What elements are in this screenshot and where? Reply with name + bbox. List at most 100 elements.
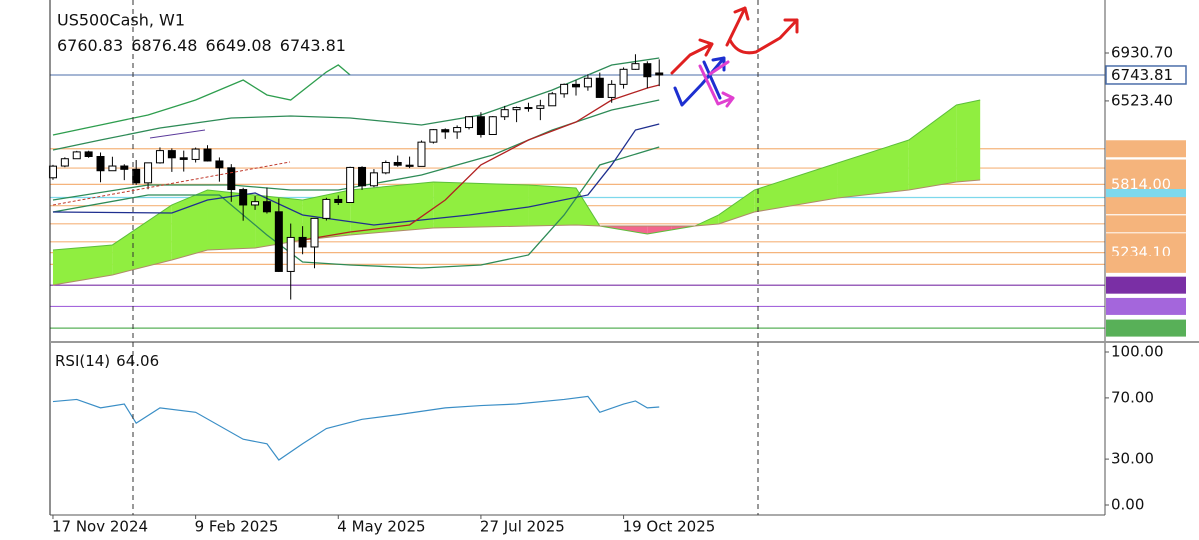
indicator-line bbox=[302, 84, 660, 241]
y-tick-label: 0.00 bbox=[1111, 496, 1144, 514]
candle-body bbox=[655, 72, 664, 76]
candle-body bbox=[322, 198, 331, 219]
cloud-fill bbox=[837, 140, 909, 199]
candle-body bbox=[132, 168, 141, 184]
candle-body bbox=[524, 107, 533, 110]
candle-body bbox=[607, 83, 616, 98]
x-tick-label: 19 Oct 2025 bbox=[623, 518, 716, 536]
cloud-edge bbox=[52, 99, 981, 251]
candle-body bbox=[512, 107, 521, 111]
candle-body bbox=[215, 160, 224, 169]
level-label-box bbox=[1106, 297, 1186, 315]
cloud-edge bbox=[52, 179, 981, 286]
candle-body bbox=[239, 189, 248, 206]
candle-body bbox=[167, 150, 176, 159]
level-label: 5814.00 bbox=[1111, 177, 1171, 193]
candle-body bbox=[179, 157, 188, 160]
x-tick-label: 9 Feb 2025 bbox=[195, 518, 279, 536]
rsi-name: RSI(14) bbox=[55, 352, 110, 370]
candle-body bbox=[72, 151, 81, 160]
candle-body bbox=[500, 109, 509, 118]
level-label-box bbox=[1106, 140, 1186, 158]
annotation-arrow bbox=[698, 60, 735, 108]
open-value: 6760.83 bbox=[57, 36, 123, 55]
candle-body bbox=[548, 93, 557, 107]
candle-body bbox=[465, 116, 474, 129]
candle-body bbox=[203, 148, 212, 162]
plot bbox=[48, 54, 1105, 461]
candle-body bbox=[358, 166, 367, 187]
candle-body bbox=[476, 116, 485, 135]
trend-line bbox=[149, 129, 206, 139]
candle-body bbox=[381, 161, 390, 174]
y-tick-label: 100.00 bbox=[1111, 343, 1164, 361]
level-label-box bbox=[1106, 197, 1186, 215]
y-tick-label: 30.00 bbox=[1111, 450, 1154, 468]
annotation-arrow bbox=[670, 38, 714, 75]
candle-body bbox=[274, 211, 283, 272]
frame bbox=[49, 0, 1199, 516]
cloud-fill bbox=[52, 244, 113, 285]
cloud-fill bbox=[647, 226, 672, 235]
cloud-fill bbox=[112, 204, 172, 275]
high-value: 6876.48 bbox=[131, 36, 197, 55]
cloud-fill bbox=[433, 182, 529, 229]
trend-line bbox=[52, 161, 291, 206]
annotation-arrow bbox=[728, 18, 799, 55]
candle-body bbox=[405, 164, 414, 167]
level-label-box bbox=[1106, 276, 1186, 294]
candle-body bbox=[560, 83, 569, 95]
candle-body bbox=[595, 77, 604, 98]
rsi-current: 64.06 bbox=[116, 352, 159, 370]
annotation-arrow bbox=[702, 60, 722, 100]
annotations bbox=[670, 6, 799, 108]
candle-body bbox=[643, 63, 652, 78]
indicator-line bbox=[52, 99, 660, 201]
candle-body bbox=[60, 158, 69, 167]
candle-body bbox=[262, 201, 271, 213]
y-tick-label: 70.00 bbox=[1111, 388, 1154, 406]
y-tick-label: 6523.40 bbox=[1111, 91, 1173, 109]
candle-body bbox=[108, 165, 117, 172]
cloud-fill bbox=[754, 162, 838, 213]
indicator-line bbox=[52, 57, 660, 151]
price-label: 6743.81 bbox=[1111, 66, 1173, 84]
price-label-box bbox=[1105, 65, 1187, 85]
cloud-fill bbox=[171, 190, 208, 261]
level-label-box bbox=[1106, 159, 1186, 177]
level-label-box bbox=[1106, 319, 1186, 337]
candle-body bbox=[120, 165, 129, 170]
level-label-box bbox=[1106, 255, 1186, 273]
x-tick-label: 27 Jul 2025 bbox=[480, 518, 565, 536]
candle-body bbox=[251, 201, 260, 206]
candle-body bbox=[310, 217, 319, 248]
cloud-fill bbox=[718, 190, 755, 225]
candle-body bbox=[583, 77, 592, 88]
candle-body bbox=[631, 63, 640, 70]
cloud-fill bbox=[350, 182, 434, 235]
rsi-line bbox=[52, 395, 660, 461]
candle-body bbox=[536, 105, 545, 109]
y-tick-label: 6930.70 bbox=[1111, 44, 1173, 62]
candle-body bbox=[144, 162, 153, 184]
candle-body bbox=[346, 166, 355, 203]
candle-body bbox=[96, 155, 105, 172]
candle-body bbox=[429, 129, 438, 143]
candle-body bbox=[619, 68, 628, 85]
candle-body bbox=[286, 236, 295, 272]
candle-body bbox=[84, 151, 93, 157]
indicator-line bbox=[52, 123, 660, 226]
rsi-title: RSI(14) 64.06 bbox=[55, 352, 159, 370]
candle-body bbox=[191, 148, 200, 160]
indicator-line bbox=[52, 146, 660, 269]
cloud-fill bbox=[908, 104, 957, 191]
candle-body bbox=[393, 161, 402, 166]
candle-body bbox=[227, 167, 236, 191]
ohlc-readout: 6760.83 6876.48 6649.08 6743.81 bbox=[57, 36, 346, 55]
indicator-line bbox=[52, 64, 351, 136]
candle-body bbox=[453, 127, 462, 133]
cloud-fill bbox=[956, 100, 981, 183]
candle-body bbox=[298, 236, 307, 248]
